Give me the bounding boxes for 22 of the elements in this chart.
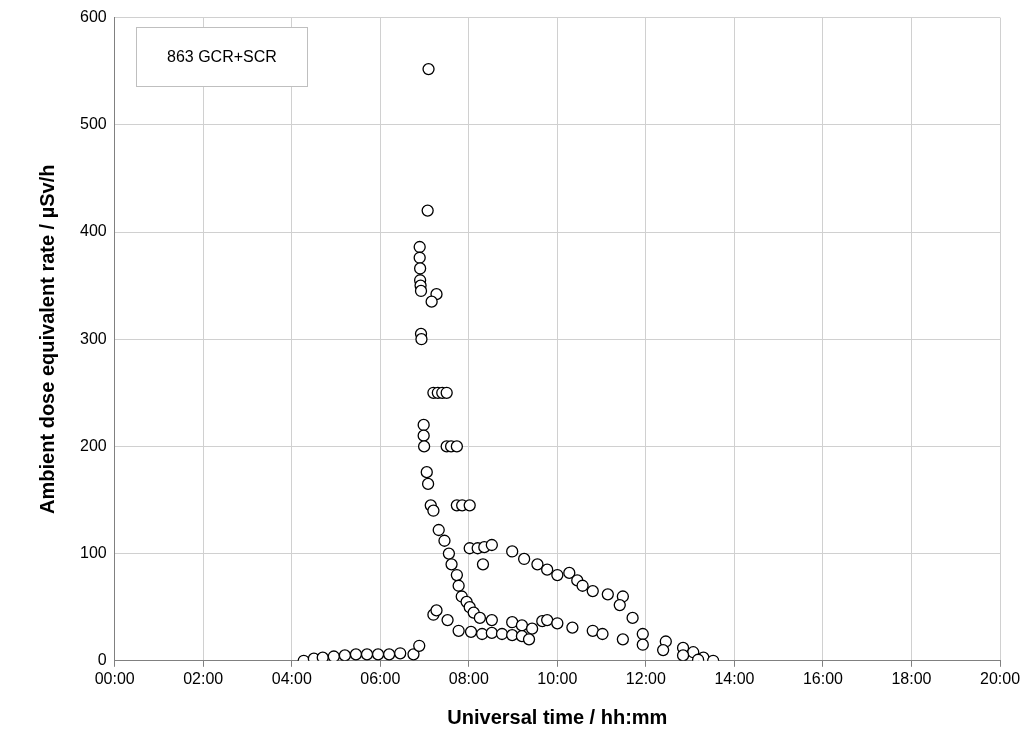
x-tick-label: 20:00 (979, 669, 1021, 687)
x-tick-label: 18:00 (891, 669, 932, 687)
y-axis-title: Ambient dose equivalent rate / µSv/h (35, 164, 58, 514)
y-tick-label: 400 (79, 222, 107, 240)
x-tick-label: 02:00 (183, 669, 224, 687)
annotation: 863 GCR+SCR (167, 48, 277, 66)
y-tick-label: 300 (79, 329, 107, 347)
y-tick-label: 600 (79, 8, 107, 26)
x-tick-label: 04:00 (271, 669, 312, 687)
x-tick-label: 06:00 (360, 669, 401, 687)
y-tick-label: 0 (97, 651, 107, 669)
y-tick-label: 100 (79, 544, 107, 562)
x-tick-label: 08:00 (448, 669, 489, 687)
x-tick-label: 14:00 (714, 669, 755, 687)
x-tick-label: 10:00 (537, 669, 578, 687)
x-tick-label: 16:00 (802, 669, 844, 687)
x-axis-title: Universal time / hh:mm (447, 705, 668, 728)
y-tick-label: 500 (79, 115, 107, 133)
x-tick-label: 00:00 (94, 669, 135, 687)
text-box: 863 GCR+SCR (136, 27, 308, 87)
x-tick-label: 12:00 (625, 669, 666, 687)
y-tick-label: 200 (79, 436, 107, 454)
